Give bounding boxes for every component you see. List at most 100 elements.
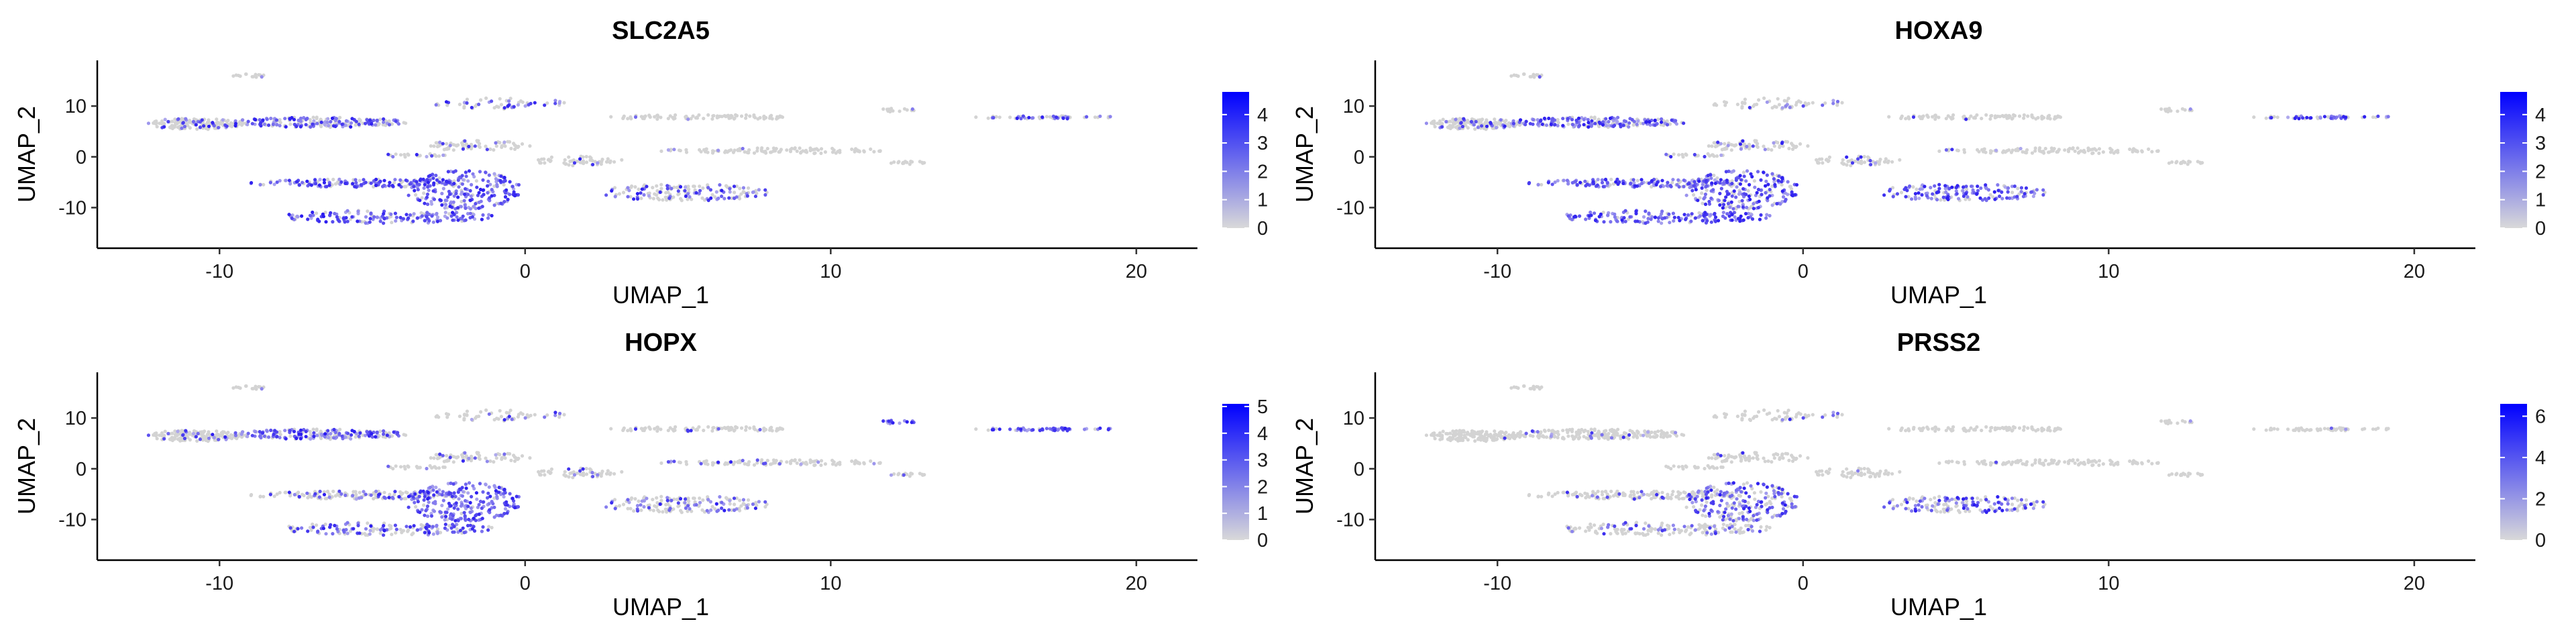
cell-point — [315, 121, 319, 125]
cell-point — [331, 124, 336, 128]
cell-point — [1469, 119, 1473, 123]
cell-point — [760, 149, 764, 153]
cell-point — [1738, 182, 1742, 186]
cell-point — [1996, 189, 2000, 193]
cell-point — [1440, 121, 1444, 125]
cell-point — [733, 425, 738, 429]
cell-point — [1741, 218, 1746, 222]
cell-point — [1551, 117, 1555, 121]
cell-point — [233, 123, 237, 128]
cell-point — [739, 426, 744, 430]
cell-point — [434, 485, 438, 490]
cell-point — [2363, 115, 2367, 119]
cell-point — [300, 526, 304, 530]
cell-point — [2135, 149, 2139, 153]
cell-point — [288, 182, 292, 186]
cell-point — [288, 434, 292, 438]
cell-point — [173, 435, 177, 439]
cell-point — [668, 426, 672, 430]
cell-point — [2318, 116, 2322, 120]
cell-point — [1786, 97, 1790, 101]
cell-point — [753, 195, 757, 199]
cell-point — [757, 500, 761, 504]
cell-point — [388, 523, 392, 527]
cell-point — [460, 454, 465, 458]
cell-point — [357, 434, 361, 438]
cell-point — [1585, 182, 1589, 186]
cell-point — [1920, 193, 1924, 197]
cell-point — [235, 437, 239, 441]
cell-point — [207, 432, 211, 436]
cell-point — [246, 435, 250, 439]
cell-point — [443, 203, 448, 207]
cell-point — [504, 500, 508, 504]
cell-point — [788, 150, 793, 154]
cell-point — [288, 122, 292, 126]
cell-point — [470, 527, 474, 531]
cell-point — [1935, 191, 1939, 195]
y-tick-label: 10 — [65, 408, 87, 429]
cell-point — [456, 195, 460, 199]
cell-point — [1747, 194, 1751, 199]
cell-point — [1746, 215, 1750, 220]
cell-point — [1967, 117, 1971, 121]
cell-point — [525, 413, 529, 417]
cell-point — [258, 182, 262, 186]
cell-point — [2043, 146, 2047, 151]
cell-point — [1621, 123, 1625, 127]
cell-point — [706, 425, 710, 429]
cell-point — [617, 504, 622, 508]
cell-point — [1765, 173, 1769, 177]
cell-point — [1775, 202, 1779, 206]
cell-point — [510, 417, 514, 421]
cell-point — [467, 144, 471, 148]
cell-point — [499, 415, 504, 419]
cell-point — [1962, 150, 1967, 154]
cell-point — [415, 152, 419, 157]
cell-point — [506, 451, 510, 455]
cell-point — [466, 179, 470, 183]
cell-point — [736, 460, 740, 464]
cell-point — [468, 211, 472, 215]
cell-point — [484, 482, 488, 486]
x-tick-label: -10 — [205, 261, 233, 282]
cell-point — [543, 473, 547, 477]
cell-point — [2174, 160, 2178, 164]
cell-point — [655, 189, 659, 193]
cell-point — [453, 494, 458, 498]
cell-point — [370, 122, 374, 126]
cell-point — [1945, 196, 1949, 201]
cell-point — [733, 460, 737, 464]
cell-point — [712, 461, 716, 465]
x-tick-label: 0 — [520, 261, 531, 282]
cell-point — [435, 490, 439, 494]
cell-point — [1998, 195, 2002, 199]
cell-point — [741, 458, 745, 463]
cell-point — [330, 116, 335, 120]
cell-point — [1743, 97, 1747, 101]
cell-point — [1738, 219, 1742, 223]
cell-point — [543, 103, 547, 107]
cell-point — [394, 531, 398, 535]
cell-point — [198, 437, 202, 441]
cell-point — [720, 189, 724, 193]
cell-point — [505, 503, 509, 507]
cell-point — [751, 191, 755, 195]
cell-point — [481, 213, 485, 217]
cell-point — [463, 139, 467, 143]
cell-point — [1019, 427, 1023, 431]
cell-point — [2047, 150, 2051, 154]
cell-point — [747, 151, 751, 155]
cell-point — [578, 469, 582, 473]
cell-point — [898, 109, 902, 113]
cell-point — [1609, 220, 1613, 224]
cell-point — [319, 117, 323, 121]
cell-point — [244, 384, 248, 388]
cell-point — [667, 508, 672, 513]
cell-point — [1890, 160, 1894, 164]
cell-point — [1716, 140, 1720, 144]
cell-point — [494, 144, 498, 148]
cell-point — [2196, 160, 2200, 164]
cell-point — [331, 177, 335, 182]
cell-point — [1424, 433, 1428, 437]
